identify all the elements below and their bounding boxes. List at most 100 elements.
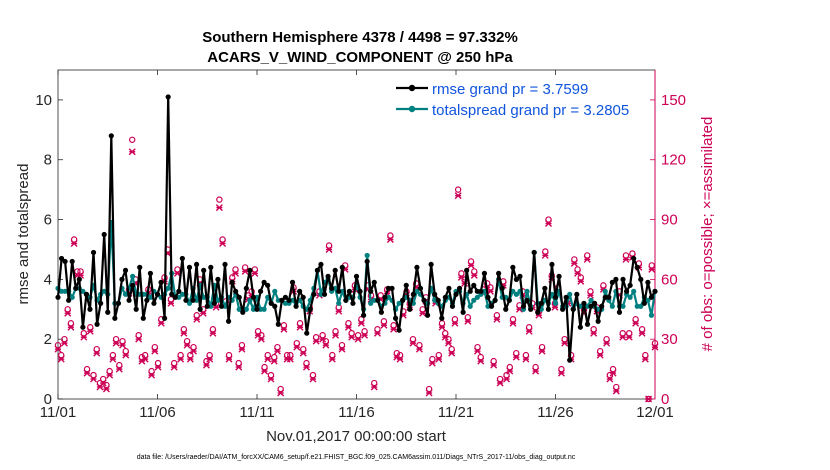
- legend: rmse grand pr = 3.7599 totalspread grand…: [393, 76, 646, 122]
- rmse-point: [648, 294, 655, 300]
- obs-possible-marker: [638, 326, 646, 333]
- rmse-point: [620, 276, 626, 282]
- obs-possible-marker: [238, 341, 246, 349]
- rmse-point: [424, 312, 431, 318]
- totalspread-point: [250, 306, 257, 312]
- rmse-point: [250, 294, 257, 300]
- obs-assimilated-marker: [612, 387, 620, 395]
- totalspread-point: [474, 294, 480, 300]
- rmse-point: [304, 330, 310, 336]
- obs-possible-marker: [451, 316, 459, 323]
- obs-assimilated-marker: [148, 371, 156, 379]
- totalspread-point: [336, 300, 342, 306]
- obs-assimilated-marker: [532, 367, 540, 375]
- rmse-point: [645, 279, 651, 285]
- rmse-point: [240, 309, 246, 315]
- totalspread-point: [485, 303, 491, 309]
- obs-possible-marker: [558, 365, 565, 373]
- totalspread-point: [371, 297, 377, 303]
- totalspread-point: [275, 297, 281, 303]
- rmse-point: [233, 288, 239, 294]
- x-tick-label: 12/01: [636, 404, 674, 421]
- obs-possible-marker: [596, 347, 604, 355]
- obs-possible-marker: [361, 328, 368, 335]
- y-right-tick-label: 60: [661, 271, 678, 288]
- obs-assimilated-marker: [470, 271, 478, 279]
- obs-possible-marker: [151, 343, 159, 351]
- x-axis-label: Nov.01,2017 00:00:00 start: [266, 428, 447, 445]
- obs-possible-marker: [603, 335, 610, 343]
- obs-possible-marker: [116, 361, 123, 369]
- obs-assimilated-marker: [454, 192, 462, 200]
- obs-assimilated-marker: [512, 353, 520, 361]
- obs-assimilated-marker: [206, 355, 214, 363]
- obs-possible-marker: [319, 331, 326, 339]
- obs-assimilated-marker: [67, 323, 75, 331]
- totalspread-point: [602, 288, 608, 294]
- legend-rmse-label: rmse grand pr = 3.7599: [432, 81, 588, 98]
- rmse-point: [591, 300, 598, 306]
- totalspread-point: [524, 288, 530, 294]
- rmse-point: [307, 306, 313, 312]
- obs-assimilated-marker: [309, 375, 317, 383]
- obs-possible-marker: [183, 337, 191, 345]
- obs-assimilated-marker: [632, 319, 640, 327]
- rmse-point: [343, 297, 349, 303]
- obs-assimilated-marker: [577, 277, 585, 285]
- obs-assimilated-marker: [99, 379, 107, 387]
- obs-assimilated-marker: [170, 363, 178, 371]
- rmse-point: [417, 285, 424, 291]
- totalspread-point: [567, 291, 573, 297]
- obs-possible-marker: [216, 196, 223, 203]
- obs-assimilated-marker: [251, 269, 259, 277]
- obs-possible-marker: [522, 351, 530, 359]
- obs-assimilated-marker: [370, 383, 378, 391]
- totalspread-point: [368, 300, 374, 306]
- rmse-point: [421, 297, 427, 303]
- rmse-point: [499, 285, 505, 291]
- obs-assimilated-marker: [638, 329, 646, 337]
- obs-possible-marker: [93, 345, 100, 353]
- rmse-point: [439, 315, 445, 321]
- obs-possible-marker: [193, 312, 200, 319]
- rmse-point: [165, 94, 171, 100]
- rmse-point: [321, 291, 328, 297]
- obs-possible-marker: [387, 232, 394, 239]
- rmse-point: [531, 249, 537, 256]
- obs-assimilated-marker: [57, 355, 65, 363]
- obs-possible-marker: [329, 351, 336, 359]
- obs-possible-marker: [493, 312, 501, 319]
- rmse-point: [222, 261, 228, 268]
- obs-possible-marker: [506, 363, 513, 371]
- rmse-point: [211, 300, 217, 306]
- totalspread-point: [282, 300, 289, 306]
- rmse-point: [357, 288, 363, 294]
- obs-possible-marker: [590, 326, 597, 333]
- rmse-point: [361, 312, 367, 318]
- rmse-point: [563, 294, 569, 300]
- totalspread-point: [176, 294, 182, 300]
- totalspread-point: [208, 303, 214, 309]
- obs-assimilated-marker: [186, 355, 194, 363]
- y-axis-right-label: # of obs: o=possible; ×=assimilated: [699, 117, 716, 352]
- totalspread-point: [215, 297, 221, 303]
- obs-possible-marker: [122, 347, 129, 355]
- obs-possible-marker: [180, 326, 188, 333]
- rmse-point: [112, 315, 118, 321]
- rmse-point: [535, 309, 541, 315]
- rmse-point: [225, 318, 232, 324]
- rmse-point: [293, 303, 299, 309]
- chart-title-line2: ACARS_V_WIND_COMPONENT @ 250 hPa: [207, 49, 513, 66]
- obs-possible-marker: [261, 363, 268, 371]
- obs-assimilated-marker: [257, 335, 265, 343]
- totalspread-point: [193, 297, 200, 303]
- totalspread-point: [236, 306, 242, 312]
- obs-assimilated-marker: [493, 315, 501, 323]
- obs-possible-marker: [651, 339, 659, 347]
- rmse-point: [218, 303, 225, 309]
- rmse-point: [549, 261, 555, 268]
- obs-possible-marker: [458, 270, 465, 277]
- obs-possible-marker: [312, 333, 320, 341]
- rmse-point: [542, 285, 548, 291]
